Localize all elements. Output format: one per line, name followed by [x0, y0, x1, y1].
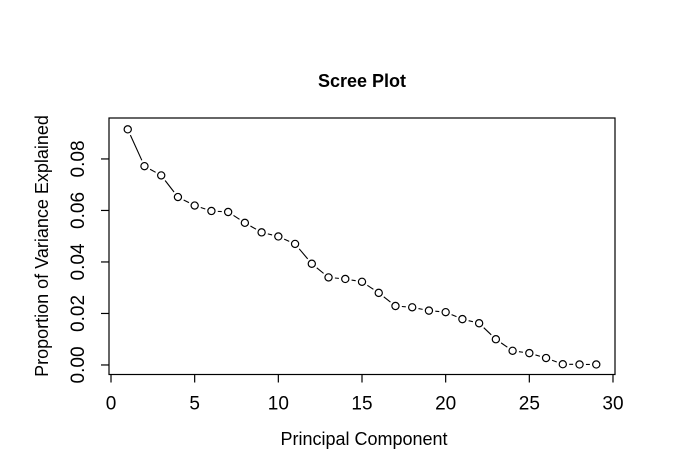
data-point: [558, 359, 567, 369]
data-point: [391, 301, 400, 311]
series-line-segment: [535, 354, 541, 357]
data-point: [207, 206, 216, 216]
series-line-segment: [149, 168, 156, 173]
series-line-segment: [183, 199, 190, 204]
data-point: [458, 314, 467, 324]
data-series: [123, 125, 601, 369]
x-axis-tick-label: 30: [602, 394, 623, 415]
y-axis-tick-label: 0.02: [68, 295, 89, 332]
series-line-segment: [367, 284, 374, 290]
x-axis-label: Principal Component: [280, 429, 447, 449]
y-axis-tick-label: 0.08: [68, 140, 89, 177]
data-point: [257, 228, 266, 237]
plot-box: [108, 117, 616, 376]
y-axis-label: Proportion of Variance Explained: [32, 115, 52, 377]
series-line-segment: [418, 308, 423, 310]
series-line-segment: [129, 134, 143, 161]
data-point: [157, 171, 166, 180]
series-line-segment: [468, 320, 474, 323]
data-point: [240, 218, 250, 228]
data-point: [173, 192, 183, 202]
data-point: [307, 259, 317, 268]
data-point: [290, 239, 300, 249]
x-axis-tick-label: 25: [519, 394, 540, 415]
series-line-segment: [233, 215, 240, 220]
data-point: [374, 288, 383, 298]
data-point: [223, 207, 233, 217]
x-axis-tick-label: 0: [106, 394, 117, 415]
data-point: [491, 335, 501, 344]
data-point: [592, 360, 601, 369]
data-point: [508, 346, 517, 356]
data-point: [274, 232, 283, 241]
data-point: [474, 319, 484, 328]
x-axis-tick-label: 5: [189, 394, 200, 415]
data-point: [575, 360, 584, 369]
data-point: [441, 307, 450, 317]
series-line-segment: [551, 359, 557, 363]
data-point: [140, 161, 149, 171]
x-axis: 0 5 10 15 20 25 30: [106, 374, 624, 415]
series-line-segment: [383, 296, 391, 303]
series-line-segment: [267, 233, 273, 236]
plot-title: Scree Plot: [318, 71, 406, 91]
series-line-segment: [351, 279, 356, 282]
x-axis-tick-label: 15: [351, 394, 372, 415]
series-line-segment: [518, 351, 524, 353]
x-axis-tick-label: 20: [435, 394, 456, 415]
series-line-segment: [164, 180, 175, 193]
series-line-segment: [298, 248, 309, 260]
series-line-segment: [316, 267, 324, 274]
data-point: [190, 201, 199, 210]
series-line-segment: [200, 207, 206, 210]
data-point: [407, 303, 417, 312]
series-line-segment: [451, 314, 457, 318]
series-line-segment: [250, 225, 257, 230]
data-point: [324, 273, 333, 282]
series-line-segment: [500, 342, 508, 348]
series-line-segment: [283, 238, 290, 242]
y-axis-tick-label: 0.00: [68, 346, 89, 383]
x-axis-tick-label: 10: [268, 394, 289, 415]
data-point: [424, 306, 434, 315]
y-axis: 0.00 0.02 0.04 0.06 0.08: [68, 140, 109, 383]
y-axis-tick-label: 0.06: [68, 192, 89, 229]
data-point: [357, 277, 367, 286]
y-axis-tick-label: 0.04: [68, 243, 89, 280]
series-line-segment: [483, 327, 492, 336]
data-point: [541, 353, 551, 363]
data-point: [525, 348, 534, 358]
data-point: [341, 274, 350, 284]
data-point: [123, 125, 132, 134]
